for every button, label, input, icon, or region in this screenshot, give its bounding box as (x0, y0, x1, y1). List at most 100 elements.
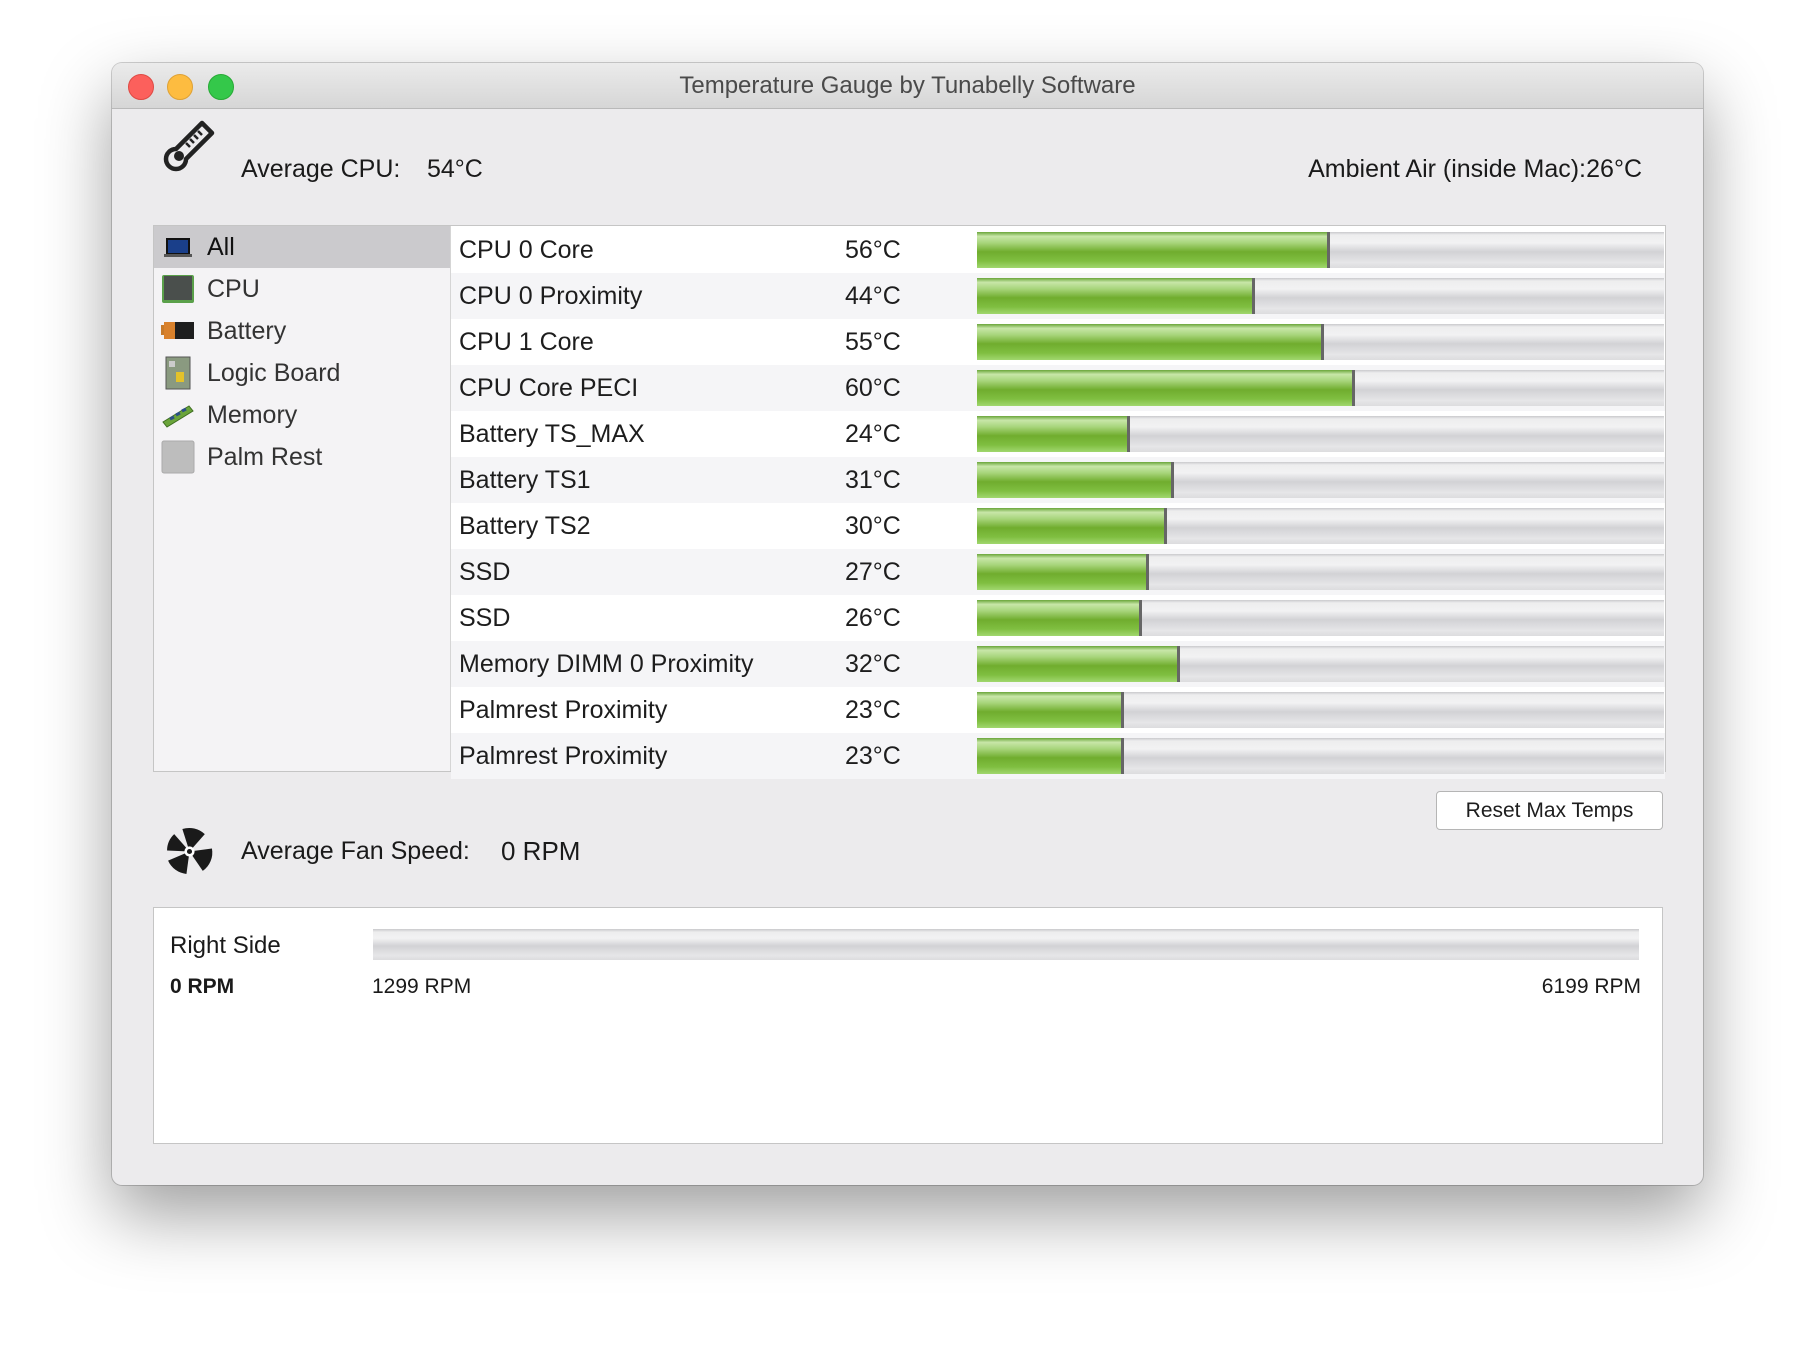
sensor-row[interactable]: Battery TS2 30°C (451, 503, 1665, 549)
cpu-chip-icon (161, 272, 195, 306)
temperature-bar (977, 278, 1664, 314)
sensor-row[interactable]: Battery TS1 31°C (451, 457, 1665, 503)
average-fan-speed-label: Average Fan Speed: (241, 837, 470, 865)
sensor-name: SSD (459, 604, 511, 632)
sensor-temperature: 23°C (845, 742, 901, 770)
sensor-temperature: 56°C (845, 236, 901, 264)
sidebar-item-label: Battery (207, 317, 287, 345)
category-sidebar: All CPU Battery Logic Board Memory Palm Rest (154, 226, 451, 771)
fan-max-speed: 6199 RPM (1541, 975, 1641, 998)
temperature-bar (977, 508, 1664, 544)
sensor-temperature: 23°C (845, 696, 901, 724)
sensor-temperature: 31°C (845, 466, 901, 494)
zoom-button[interactable] (208, 74, 234, 100)
ambient-air-label: Ambient Air (inside Mac): (1308, 155, 1586, 183)
temperature-bar (977, 232, 1664, 268)
temperature-bar-fill (977, 554, 1149, 590)
sensor-name: CPU Core PECI (459, 374, 639, 402)
temperature-bar (977, 462, 1664, 498)
sensor-row[interactable]: Palmrest Proximity 23°C (451, 687, 1665, 733)
memory-module-icon (161, 398, 195, 432)
sensor-name: Battery TS1 (459, 466, 591, 494)
fan-current-speed: 0 RPM (170, 975, 235, 998)
sensor-temperature: 55°C (845, 328, 901, 356)
sidebar-item-label: CPU (207, 275, 260, 303)
sensor-row[interactable]: Memory DIMM 0 Proximity 32°C (451, 641, 1665, 687)
temperature-bar (977, 324, 1664, 360)
temperature-bar (977, 370, 1664, 406)
sidebar-item-label: Palm Rest (207, 443, 323, 471)
sensor-name: CPU 0 Proximity (459, 282, 643, 310)
sensor-name: Battery TS_MAX (459, 420, 645, 448)
palm-rest-icon (161, 440, 195, 474)
temperature-bar-fill (977, 508, 1168, 544)
temperature-bar (977, 646, 1664, 682)
temperature-bar-fill (977, 278, 1255, 314)
sidebar-item-cpu[interactable]: CPU (154, 268, 450, 310)
sensor-temperature: 32°C (845, 650, 901, 678)
sensor-panel: All CPU Battery Logic Board Memory Palm Rest … (153, 225, 1666, 779)
minimize-button[interactable] (167, 74, 193, 100)
battery-icon (161, 314, 195, 348)
sidebar-item-label: All (207, 233, 235, 261)
sidebar-item-logic-board[interactable]: Logic Board (154, 352, 450, 394)
reset-max-temps-button[interactable]: Reset Max Temps (1436, 791, 1663, 830)
logic-board-icon (161, 356, 195, 390)
sensor-name: Palmrest Proximity (459, 742, 668, 770)
sensor-row[interactable]: Battery TS_MAX 24°C (451, 411, 1665, 457)
sensor-name: CPU 1 Core (459, 328, 594, 356)
sensor-row[interactable]: Palmrest Proximity 23°C (451, 733, 1665, 779)
sidebar-item-battery[interactable]: Battery (154, 310, 450, 352)
temperature-bar-fill (977, 462, 1174, 498)
sensor-row[interactable]: CPU 1 Core 55°C (451, 319, 1665, 365)
sensor-name: SSD (459, 558, 511, 586)
temperature-bar-fill (977, 600, 1143, 636)
sidebar-item-all[interactable]: All (154, 226, 450, 268)
average-cpu-label: Average CPU: (241, 155, 401, 183)
temperature-bar-fill (977, 646, 1180, 682)
sensor-temperature: 60°C (845, 374, 901, 402)
sensor-name: Palmrest Proximity (459, 696, 668, 724)
ambient-air-value: 26°C (1586, 155, 1642, 183)
temperature-bar (977, 692, 1664, 728)
sensor-temperature: 44°C (845, 282, 901, 310)
sidebar-item-memory[interactable]: Memory (154, 394, 450, 436)
thermometer-icon (163, 120, 215, 172)
sensor-temperature: 27°C (845, 558, 901, 586)
title-bar[interactable]: Temperature Gauge by Tunabelly Software (112, 63, 1703, 109)
window-title: Temperature Gauge by Tunabelly Software (679, 72, 1136, 99)
average-cpu-value: 54°C (427, 155, 483, 183)
temperature-bar-fill (977, 738, 1124, 774)
temperature-bar-fill (977, 324, 1324, 360)
fan-speed-bar (373, 929, 1639, 960)
fan-name: Right Side (170, 932, 281, 959)
fan-icon (167, 827, 213, 874)
sensor-temperature: 26°C (845, 604, 901, 632)
temperature-bar-fill (977, 416, 1130, 452)
sensor-name: Battery TS2 (459, 512, 591, 540)
sensor-name: CPU 0 Core (459, 236, 594, 264)
temperature-bar (977, 738, 1664, 774)
sensor-row[interactable]: SSD 27°C (451, 549, 1665, 595)
fan-panel: Right Side 0 RPM 1299 RPM 6199 RPM (153, 907, 1663, 1144)
fan-min-speed: 1299 RPM (372, 975, 472, 998)
temperature-bar (977, 416, 1664, 452)
app-window: Temperature Gauge by Tunabelly Software … (112, 63, 1703, 1185)
temperature-bar-fill (977, 692, 1124, 728)
sensor-temperature: 24°C (845, 420, 901, 448)
sensor-name: Memory DIMM 0 Proximity (459, 650, 754, 678)
temperature-bar-fill (977, 232, 1330, 268)
temperature-bar-fill (977, 370, 1355, 406)
sensor-row[interactable]: CPU Core PECI 60°C (451, 365, 1665, 411)
sensor-row[interactable]: SSD 26°C (451, 595, 1665, 641)
temperature-bar (977, 554, 1664, 590)
sidebar-item-label: Memory (207, 401, 298, 429)
sensor-temperature: 30°C (845, 512, 901, 540)
sensor-row[interactable]: CPU 0 Proximity 44°C (451, 273, 1665, 319)
sidebar-item-palm-rest[interactable]: Palm Rest (154, 436, 450, 478)
sidebar-item-label: Logic Board (207, 359, 341, 387)
close-button[interactable] (128, 74, 154, 100)
sensor-row[interactable]: CPU 0 Core 56°C (451, 227, 1665, 273)
temperature-bar (977, 600, 1664, 636)
average-fan-speed-value: 0 RPM (501, 836, 581, 866)
